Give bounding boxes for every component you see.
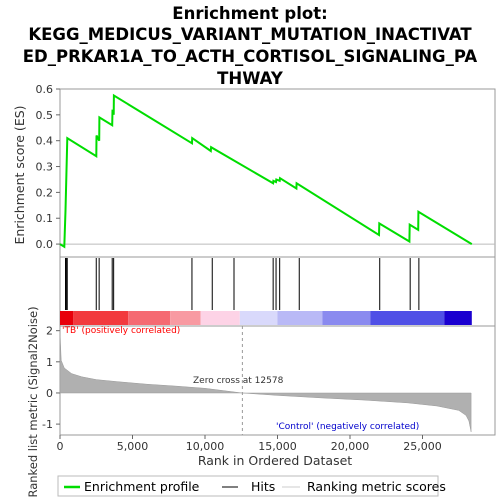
x-tick-label: 15,000 (258, 440, 297, 453)
es-y-tick-label: 0.5 (36, 109, 54, 122)
heat-bar-segment (128, 311, 171, 325)
ranked-y-tick-label: 1 (46, 356, 53, 369)
title-line-1: Enrichment plot: (172, 4, 327, 23)
x-tick-label: 5,000 (117, 440, 149, 453)
legend-label-hits: Hits (251, 479, 275, 494)
es-y-tick-label: 0.2 (36, 186, 54, 199)
x-axis-title: Rank in Ordered Dataset (198, 453, 352, 468)
legend-box (57, 475, 439, 497)
ranked-axis-title: Ranked list metric (Signal2Noise) (26, 306, 40, 497)
heat-bar-segment (277, 311, 323, 325)
x-tick-label: 20,000 (331, 440, 370, 453)
heat-bar-segment (170, 311, 201, 325)
positive-correlation-label: 'TB' (positively correlated) (62, 326, 180, 336)
zero-cross-label: Zero cross at 12578 (193, 376, 284, 386)
heat-bar-segment (322, 311, 371, 325)
es-y-tick-label: 0.4 (36, 135, 54, 148)
x-tick-label: 25,000 (403, 440, 442, 453)
es-y-tick-label: 0.6 (36, 83, 54, 96)
ranked-y-tick-label: 2 (46, 325, 53, 338)
heat-bar-segment (239, 311, 278, 325)
heat-bar-segment (60, 311, 74, 325)
es-y-tick-label: 0.0 (36, 238, 54, 251)
es-y-tick-label: 0.3 (36, 161, 54, 174)
heat-bar-segment (444, 311, 472, 325)
title-line-2: KEGG_MEDICUS_VARIANT_MUTATION_INACTIVAT (28, 25, 472, 44)
title-line-4: THWAY (217, 69, 284, 88)
ranked-panel: -1 0 1 2 (42, 325, 472, 435)
legend: Enrichment profile Hits Ranking metric s… (57, 475, 446, 497)
heat-bar (60, 311, 472, 325)
heat-bar-segment (370, 311, 445, 325)
enrichment-profile-line (59, 93, 473, 249)
ranked-y-tick-label: -1 (42, 418, 53, 431)
es-panel: 0.0 0.1 0.2 0.3 0.4 0.5 0.6 (36, 83, 495, 251)
es-y-tick-label: 0.1 (36, 212, 54, 225)
heat-bar-segment (73, 311, 129, 325)
x-axis: 0 5,000 10,000 15,000 20,000 25,000 (57, 435, 442, 453)
es-panel-frame (59, 88, 496, 258)
hits-panel (65, 258, 420, 310)
chart-title: Enrichment plot: KEGG_MEDICUS_VARIANT_MU… (23, 4, 478, 88)
legend-label-ranking: Ranking metric scores (307, 479, 446, 494)
x-tick-label: 10,000 (186, 440, 225, 453)
negative-correlation-label: 'Control' (negatively correlated) (276, 422, 419, 432)
es-axis-title: Enrichment score (ES) (12, 105, 27, 244)
ranked-y-tick-label: 0 (46, 387, 53, 400)
heat-bar-segment (200, 311, 240, 325)
x-tick-label: 0 (57, 440, 64, 453)
legend-label-enrichment: Enrichment profile (84, 479, 200, 494)
title-line-3: ED_PRKAR1A_TO_ACTH_CORTISOL_SIGNALING_PA (23, 47, 478, 66)
